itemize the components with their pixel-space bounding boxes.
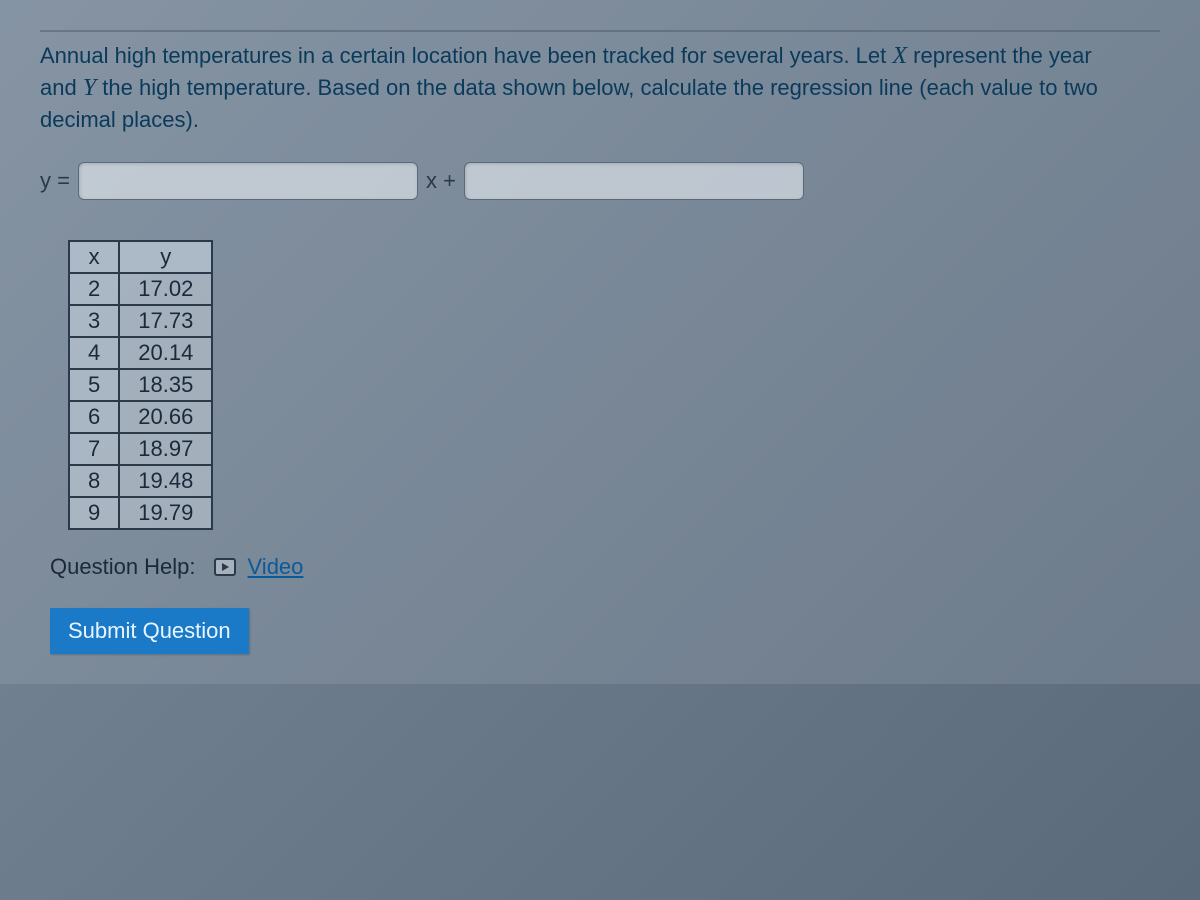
table-row: 518.35: [69, 369, 212, 401]
submit-button[interactable]: Submit Question: [50, 608, 249, 654]
cell-y: 18.35: [119, 369, 212, 401]
intercept-input[interactable]: [464, 162, 804, 200]
data-table: x y 217.02317.73420.14518.35620.66718.97…: [68, 240, 213, 530]
video-icon: [214, 558, 236, 576]
cell-y: 19.79: [119, 497, 212, 529]
variable-y: Y: [83, 75, 96, 101]
cell-y: 18.97: [119, 433, 212, 465]
cell-x: 3: [69, 305, 119, 337]
table-row: 718.97: [69, 433, 212, 465]
variable-x: X: [892, 43, 907, 69]
col-header-x: x: [69, 241, 119, 273]
question-part-1: Annual high temperatures in a certain lo…: [40, 43, 892, 68]
cell-x: 7: [69, 433, 119, 465]
divider: [40, 30, 1160, 32]
cell-x: 6: [69, 401, 119, 433]
question-help-row: Question Help: Video: [50, 554, 1160, 580]
cell-x: 8: [69, 465, 119, 497]
question-container: Annual high temperatures in a certain lo…: [0, 0, 1200, 684]
equation-mid: x +: [426, 168, 456, 194]
question-prompt: Annual high temperatures in a certain lo…: [40, 40, 1120, 134]
cell-x: 9: [69, 497, 119, 529]
equation-lhs: y =: [40, 168, 70, 194]
question-part-3: the high temperature. Based on the data …: [40, 75, 1098, 131]
table-row: 317.73: [69, 305, 212, 337]
cell-y: 17.73: [119, 305, 212, 337]
cell-y: 17.02: [119, 273, 212, 305]
cell-x: 4: [69, 337, 119, 369]
equation-row: y = x +: [40, 162, 1160, 200]
cell-x: 5: [69, 369, 119, 401]
help-label: Question Help:: [50, 554, 196, 580]
cell-y: 19.48: [119, 465, 212, 497]
table-row: 420.14: [69, 337, 212, 369]
slope-input[interactable]: [78, 162, 418, 200]
table-row: 919.79: [69, 497, 212, 529]
cell-x: 2: [69, 273, 119, 305]
video-link[interactable]: Video: [248, 554, 304, 580]
cell-y: 20.66: [119, 401, 212, 433]
cell-y: 20.14: [119, 337, 212, 369]
table-row: 819.48: [69, 465, 212, 497]
table-row: 217.02: [69, 273, 212, 305]
col-header-y: y: [119, 241, 212, 273]
table-row: 620.66: [69, 401, 212, 433]
table-header-row: x y: [69, 241, 212, 273]
